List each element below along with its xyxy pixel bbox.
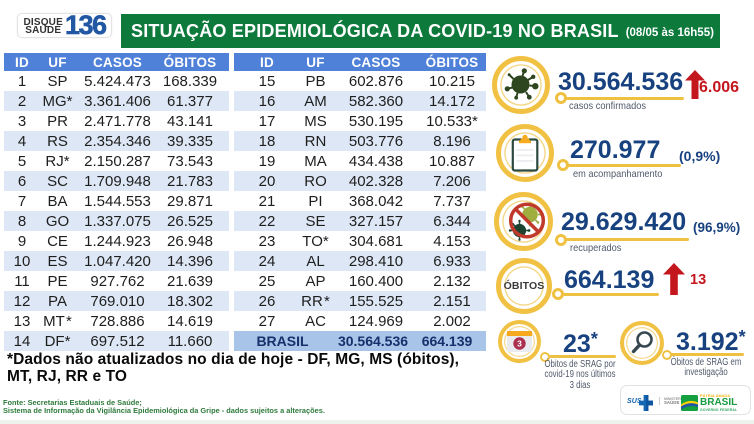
svg-text:3: 3: [517, 339, 522, 349]
